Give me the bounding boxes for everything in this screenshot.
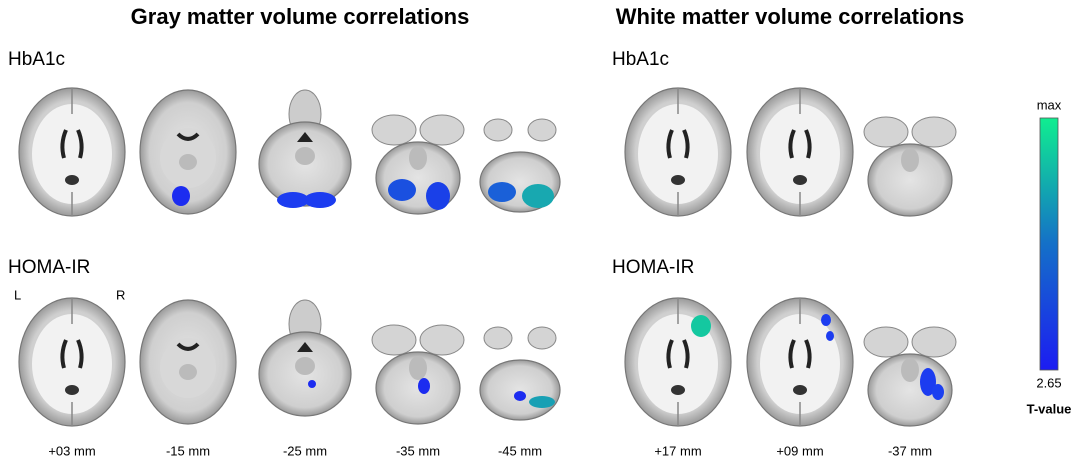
colorbar-title: T-value	[1027, 401, 1072, 416]
slice-label: +09 mm	[776, 443, 823, 458]
row-label: HbA1c	[8, 49, 65, 70]
orientation-label: R	[116, 287, 125, 302]
colorbar	[1039, 117, 1059, 371]
row-label: HOMA-IR	[8, 257, 90, 278]
slice-label: +17 mm	[654, 443, 701, 458]
brain-slices	[17, 86, 957, 428]
slice-label: -45 mm	[498, 443, 542, 458]
slice-label: -25 mm	[283, 443, 327, 458]
slice-label: +03 mm	[48, 443, 95, 458]
orientation-label: L	[14, 287, 21, 302]
panel-title: White matter volume correlations	[616, 4, 964, 29]
row-label: HOMA-IR	[612, 257, 694, 278]
row-label: HbA1c	[612, 49, 669, 70]
activation-blobs	[172, 179, 944, 408]
colorbar-min: 2.65	[1036, 375, 1061, 390]
slice-label: -37 mm	[888, 443, 932, 458]
panel-title: Gray matter volume correlations	[131, 4, 470, 29]
colorbar-max: max	[1037, 97, 1062, 112]
slice-label: -15 mm	[166, 443, 210, 458]
slice-label: -35 mm	[396, 443, 440, 458]
